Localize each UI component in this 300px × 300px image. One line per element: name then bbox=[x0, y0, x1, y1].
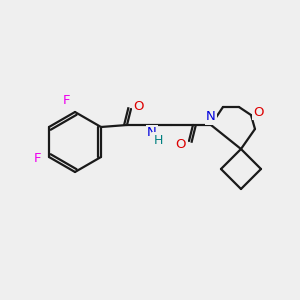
Text: N: N bbox=[206, 110, 216, 124]
Text: F: F bbox=[63, 94, 71, 106]
Text: O: O bbox=[254, 106, 264, 118]
Text: O: O bbox=[134, 100, 144, 113]
Text: N: N bbox=[147, 127, 157, 140]
Text: O: O bbox=[176, 139, 186, 152]
Text: F: F bbox=[33, 152, 41, 164]
Text: H: H bbox=[153, 134, 163, 146]
